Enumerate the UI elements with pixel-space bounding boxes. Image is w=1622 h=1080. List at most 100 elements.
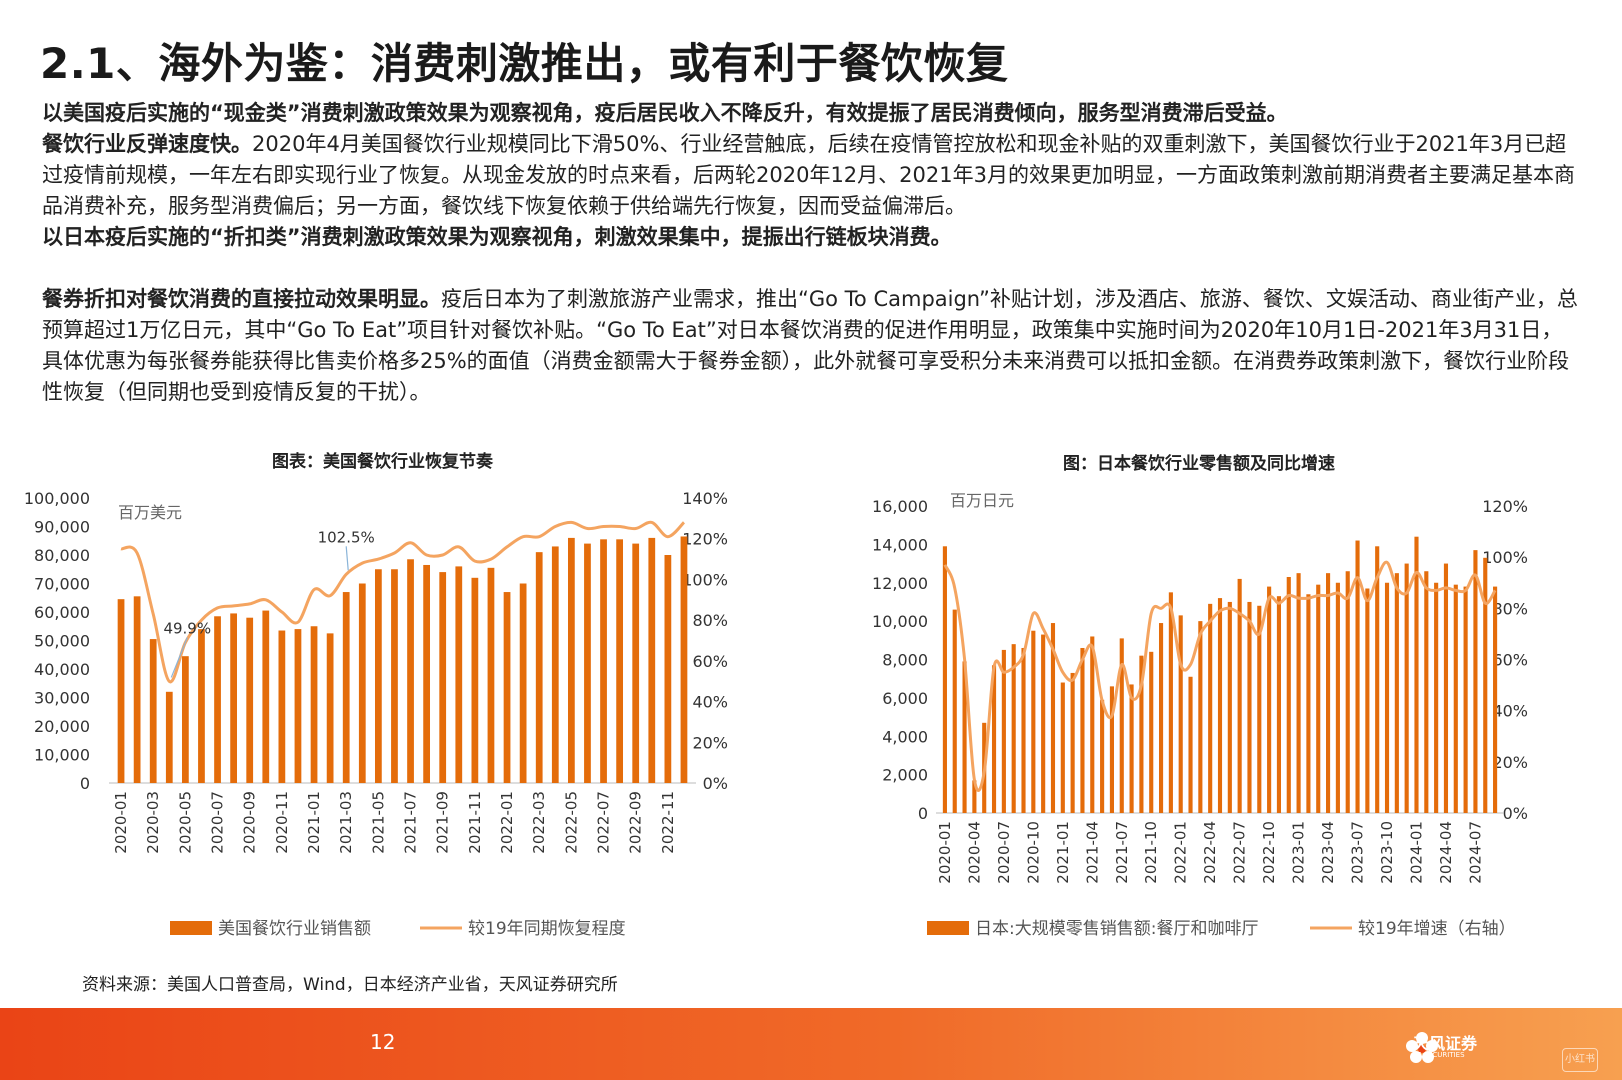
jp-bar (1158, 623, 1164, 813)
us-unit-label: 百万美元 (118, 503, 182, 522)
tf-logo-icon (1406, 1032, 1438, 1063)
us-x-tick: 2020-11 (273, 791, 291, 854)
us-x-tick: 2022-11 (659, 791, 677, 854)
jp-bar (1247, 601, 1252, 813)
jp-y-left-tick: 10,000 (872, 612, 928, 631)
us-annotation-leader (345, 546, 349, 571)
us-y-right-tick: 40% (692, 693, 728, 712)
jp-bar (1060, 682, 1065, 813)
jp-bar (962, 661, 967, 813)
jp-y-right-tick: 0% (1503, 804, 1528, 823)
us-x-tick: 2020-01 (112, 791, 130, 854)
us-bar (567, 537, 575, 783)
us-bar (181, 656, 189, 783)
jp-x-tick: 2023-01 (1290, 821, 1308, 884)
us-bar (133, 596, 141, 783)
us-x-tick: 2021-11 (466, 791, 484, 854)
jp-bar (1463, 586, 1468, 813)
jp-bar (1306, 594, 1311, 813)
us-y-left-tick: 40,000 (34, 660, 90, 679)
jp-bar (1119, 638, 1124, 813)
us-bar (680, 536, 688, 783)
jp-bar (1276, 596, 1282, 813)
jp-bar (1217, 598, 1223, 813)
jp-bar (1208, 603, 1213, 813)
jp-bar (1139, 655, 1144, 813)
jp-y-right-tick: 40% (1492, 702, 1528, 721)
us-y-right-tick: 20% (692, 733, 728, 752)
us-annotation-leader (170, 637, 188, 678)
us-y-left-tick: 20,000 (34, 717, 90, 736)
jp-x-tick: 2024-01 (1407, 821, 1425, 884)
jp-y-right-tick: 80% (1492, 599, 1528, 618)
jp-bar (1394, 573, 1399, 813)
jp-bar (1090, 636, 1095, 813)
jp-bar (1050, 623, 1056, 813)
us-y-right-tick: 140% (682, 489, 728, 508)
jp-x-tick: 2022-04 (1201, 821, 1219, 884)
jp-bar (1100, 699, 1105, 813)
jp-bar (1355, 540, 1360, 813)
jp-bar (1031, 630, 1036, 813)
paragraph-4-bold: 餐券折扣对餐饮消费的直接拉动效果明显。 (42, 287, 441, 311)
jp-bar (1493, 586, 1498, 813)
us-bar (648, 537, 656, 783)
jp-bar (1326, 573, 1331, 813)
us-bar (455, 566, 463, 783)
jp-x-tick: 2021-10 (1142, 821, 1160, 884)
jp-bar (1001, 649, 1006, 813)
us-x-tick: 2020-09 (241, 791, 259, 854)
us-y-right-tick: 100% (682, 570, 728, 589)
us-bar (358, 583, 366, 783)
us-y-left-tick: 70,000 (34, 575, 90, 594)
paragraph-2-bold: 餐饮行业反弹速度快。 (42, 132, 252, 156)
body-text: 以美国疫后实施的“现金类”消费刺激政策效果为观察视角，疫后居民收入不降反升，有效… (42, 98, 1582, 408)
jp-legend-bar-swatch (927, 921, 969, 935)
page-title: 2.1、海外为鉴：消费刺激推出，或有利于餐饮恢复 (40, 39, 1009, 88)
jp-bar (991, 665, 997, 813)
us-legend-bar-swatch (170, 921, 212, 935)
jp-x-tick: 2023-10 (1378, 821, 1396, 884)
us-bar (278, 630, 286, 783)
us-bar (535, 552, 543, 783)
jp-bar (1424, 571, 1429, 813)
us-legend-label: 较19年同期恢复程度 (468, 919, 626, 939)
us-x-tick: 2021-09 (434, 791, 452, 854)
us-bar (117, 599, 125, 783)
jp-bar (1188, 676, 1193, 813)
us-bar (230, 613, 238, 783)
jp-legend-label: 日本:大规模零售销售额:餐厅和咖啡厅 (975, 919, 1258, 939)
jp-bar (1345, 571, 1350, 813)
jp-x-tick: 2020-01 (936, 821, 954, 884)
us-recovery-line (120, 520, 686, 684)
jp-bar (1453, 584, 1458, 813)
us-annotation-label: 49.9% (163, 619, 211, 637)
jp-bar (1070, 672, 1075, 813)
jp-bar (1335, 582, 1340, 813)
us-y-left-tick: 0 (80, 774, 90, 793)
paragraph-4-text: 疫后日本为了刺激旅游产业需求，推出“Go To Campaign”补贴计划，涉及… (42, 287, 1578, 404)
jp-bar (1443, 563, 1449, 813)
jp-x-tick: 2020-04 (965, 821, 983, 884)
jp-bar (952, 609, 957, 813)
jp-bar (1021, 647, 1026, 813)
jp-bar (1168, 592, 1173, 813)
us-chart-title: 图表：美国餐饮行业恢复节奏 (272, 452, 493, 472)
us-bar (487, 567, 495, 783)
us-bar (149, 639, 157, 783)
us-y-right-tick: 0% (703, 774, 728, 793)
us-y-right-tick: 60% (692, 652, 728, 671)
jp-y-left-tick: 16,000 (872, 497, 928, 516)
jp-bar (1237, 578, 1242, 813)
jp-bar (1286, 576, 1291, 813)
us-bar (584, 543, 591, 783)
us-y-left-tick: 30,000 (34, 689, 90, 708)
us-x-tick: 2021-03 (337, 791, 355, 854)
us-x-tick: 2021-07 (402, 791, 420, 854)
us-bar (326, 633, 334, 783)
jp-x-tick: 2022-10 (1260, 821, 1278, 884)
jp-x-tick: 2021-07 (1113, 821, 1131, 884)
jp-bar (1473, 550, 1478, 813)
jp-bar (942, 546, 947, 813)
